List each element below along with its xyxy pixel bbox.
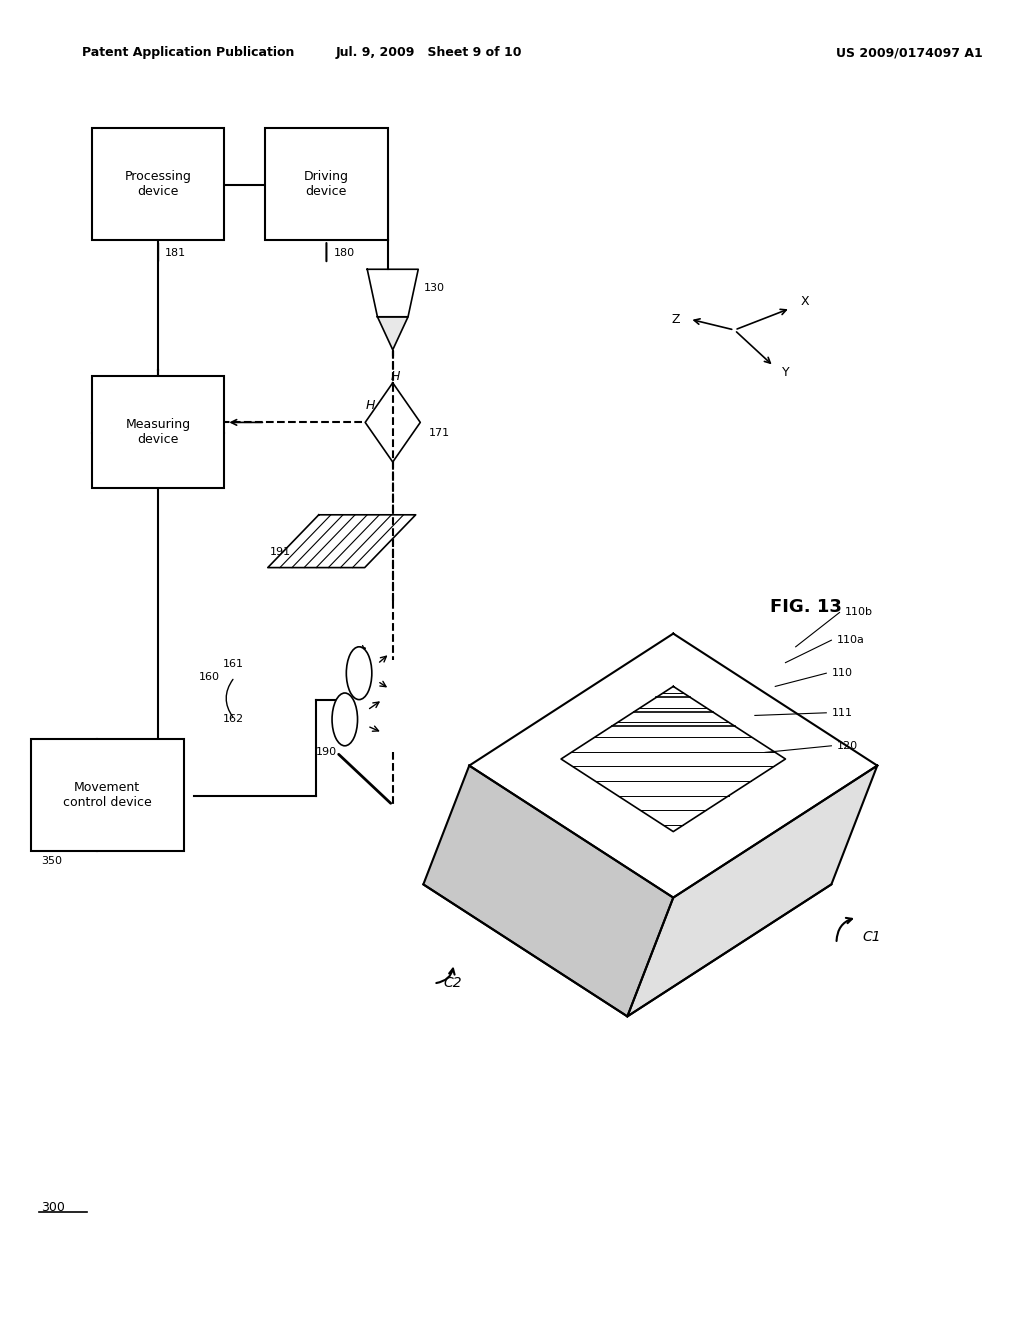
Text: 191: 191 — [270, 546, 292, 557]
Text: Driving
device: Driving device — [304, 170, 349, 198]
Text: 110a: 110a — [837, 635, 864, 645]
Text: Processing
device: Processing device — [125, 170, 191, 198]
Text: 161: 161 — [222, 659, 244, 669]
Ellipse shape — [332, 693, 357, 746]
Text: 171: 171 — [428, 428, 450, 438]
Text: 110b: 110b — [845, 607, 872, 618]
Polygon shape — [628, 766, 878, 1016]
Text: 300: 300 — [41, 1201, 65, 1214]
Polygon shape — [366, 383, 420, 462]
Text: 180: 180 — [334, 248, 354, 259]
Text: 120: 120 — [837, 741, 858, 751]
Polygon shape — [267, 515, 416, 568]
Ellipse shape — [346, 647, 372, 700]
FancyBboxPatch shape — [92, 128, 224, 240]
FancyBboxPatch shape — [265, 128, 388, 240]
Text: 350: 350 — [41, 855, 61, 866]
Text: C2: C2 — [443, 977, 463, 990]
Text: H: H — [366, 399, 375, 412]
FancyBboxPatch shape — [31, 739, 183, 851]
Text: 110: 110 — [831, 668, 852, 678]
Text: 181: 181 — [165, 248, 186, 259]
Polygon shape — [368, 269, 418, 317]
Text: Patent Application Publication: Patent Application Publication — [82, 46, 294, 59]
Text: 190: 190 — [316, 747, 337, 758]
Text: X: X — [801, 296, 809, 308]
Polygon shape — [378, 317, 408, 350]
Text: 162: 162 — [222, 714, 244, 725]
Text: 160: 160 — [199, 672, 220, 682]
Polygon shape — [423, 766, 673, 1016]
Text: Z: Z — [671, 313, 680, 326]
Polygon shape — [469, 634, 878, 898]
FancyBboxPatch shape — [92, 376, 224, 488]
Text: H: H — [391, 370, 400, 383]
Text: FIG. 13: FIG. 13 — [770, 598, 842, 616]
Text: Movement
control device: Movement control device — [62, 781, 152, 809]
Text: Jul. 9, 2009   Sheet 9 of 10: Jul. 9, 2009 Sheet 9 of 10 — [335, 46, 521, 59]
Text: Measuring
device: Measuring device — [126, 418, 190, 446]
Text: US 2009/0174097 A1: US 2009/0174097 A1 — [837, 46, 983, 59]
Text: 130: 130 — [423, 282, 444, 293]
Text: 111: 111 — [831, 708, 852, 718]
Text: C1: C1 — [862, 931, 881, 944]
Text: Y: Y — [782, 367, 790, 379]
